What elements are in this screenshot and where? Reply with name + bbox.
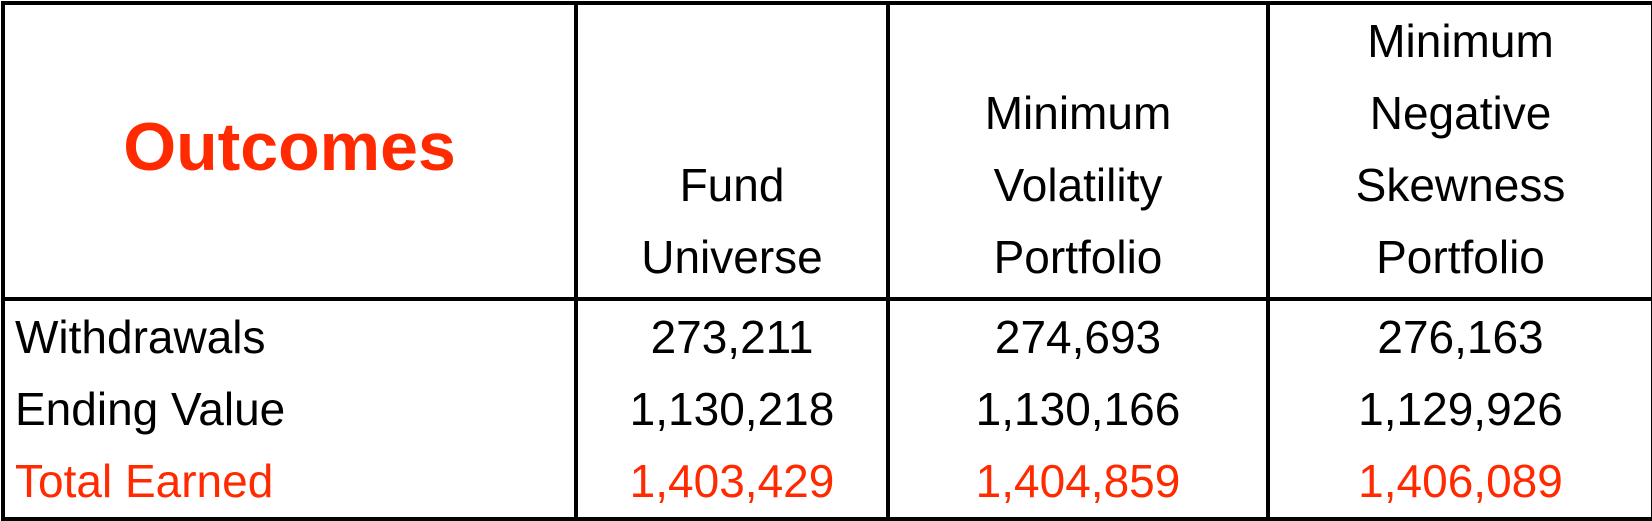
table-row-withdrawals: Withdrawals 273,211 274,693 276,163: [1, 299, 1652, 373]
table-cell: 274,693: [886, 299, 1270, 373]
column-header-line: Portfolio: [1376, 231, 1545, 283]
table-cell: 1,130,218: [574, 373, 890, 445]
table-cell: 1,129,926: [1266, 373, 1652, 445]
column-header-line: Portfolio: [993, 231, 1163, 283]
row-label: Ending Value: [1, 373, 578, 445]
table-row-ending-value: Ending Value 1,130,218 1,130,166 1,129,9…: [1, 373, 1652, 445]
column-header-line: Skewness: [1355, 159, 1566, 211]
column-header-line: Fund: [679, 159, 785, 211]
column-header-line: Universe: [641, 231, 823, 283]
column-header-min-negative-skewness: Minimum Negative Skewness Portfolio: [1266, 1, 1652, 301]
column-header-line: Minimum: [984, 87, 1172, 139]
column-header-line: Minimum: [1367, 15, 1554, 67]
title-cell: Outcomes: [1, 1, 578, 301]
column-header-min-volatility: Minimum Volatility Portfolio: [886, 1, 1270, 301]
table-cell: 1,130,166: [886, 373, 1270, 445]
row-label: Withdrawals: [1, 299, 578, 373]
table-title: Outcomes: [123, 108, 456, 185]
table-cell: 276,163: [1266, 299, 1652, 373]
table-cell: 273,211: [574, 299, 890, 373]
column-header-fund-universe: Fund Universe: [574, 1, 890, 301]
header-row: Outcomes Fund Universe Minimum Volatilit…: [1, 1, 1652, 301]
column-header-line: Negative: [1369, 87, 1552, 139]
column-header-line: Volatility: [993, 159, 1163, 211]
